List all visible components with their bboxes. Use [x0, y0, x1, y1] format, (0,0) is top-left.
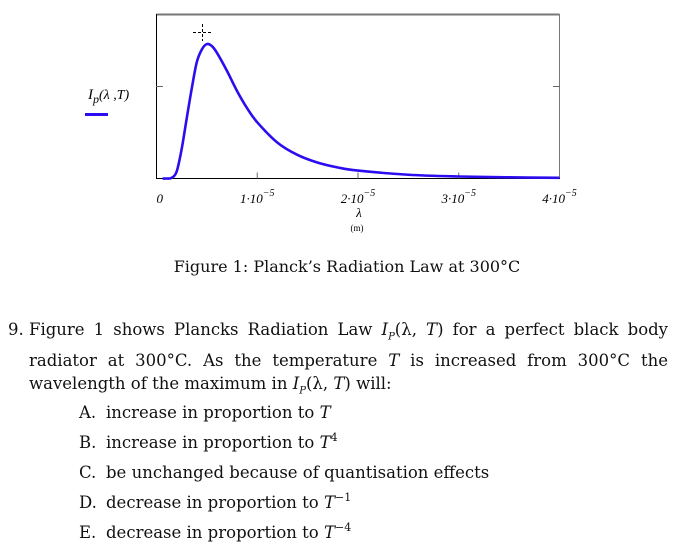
figure-caption: Figure 1: Planck’s Radiation Law at 300°…: [173, 257, 521, 276]
option-letter: C.: [79, 463, 97, 482]
x-tick-label: 1·10−5: [240, 188, 275, 206]
x-axis-unit: (m): [351, 223, 364, 233]
question-number: 9.: [8, 320, 24, 339]
option-text: decrease in proportion to: [106, 493, 324, 512]
option-text: be unchanged because of quantisation eff…: [106, 463, 490, 482]
option-exponent: −1: [335, 491, 352, 504]
option-text: increase in proportion to: [106, 403, 320, 422]
option-variable: T: [323, 523, 335, 542]
option-text: decrease in proportion to: [106, 523, 324, 542]
x-tick-label: 2·10−5: [341, 188, 376, 206]
option-letter: D.: [79, 493, 97, 512]
answer-option-e[interactable]: E. decrease in proportion to T−4: [79, 521, 352, 542]
answer-option-d[interactable]: D. decrease in proportion to T−1: [79, 491, 352, 512]
x-tick-label: 4·10−5: [542, 188, 577, 206]
option-letter: E.: [79, 523, 97, 542]
question-text: Figure 1 shows Plancks Radiation Law IP(…: [29, 320, 669, 397]
series-ip-curve: [162, 42, 560, 180]
x-tick-label: 3·10−5: [441, 188, 477, 206]
option-text: increase in proportion to: [106, 433, 320, 452]
option-letter: B.: [79, 433, 97, 452]
answer-option-a[interactable]: A. increase in proportion to T: [79, 403, 331, 422]
answer-option-b[interactable]: B. increase in proportion to T4: [79, 431, 338, 452]
x-tick-label: 0: [157, 191, 164, 206]
option-exponent: −4: [335, 521, 352, 534]
option-letter: A.: [79, 403, 97, 422]
planck-chart: 0 1·10−5 2·10−5 3·10−5 4·10−5 λ (m) Ip(λ ,T): [85, 13, 577, 233]
option-variable: T: [319, 433, 331, 452]
answer-option-c[interactable]: C. be unchanged because of quantisation e…: [79, 463, 489, 482]
question-9: 9. Figure 1 shows Plancks Radiation Law …: [8, 318, 668, 403]
crosshair-cursor-icon: [193, 24, 211, 41]
option-exponent: 4: [330, 431, 338, 444]
y-axis-label: Ip(λ ,T): [87, 87, 130, 106]
option-variable: T: [323, 493, 335, 512]
option-variable: T: [319, 403, 331, 422]
x-axis-label: λ: [355, 205, 362, 220]
plot-frame: [156, 14, 560, 179]
